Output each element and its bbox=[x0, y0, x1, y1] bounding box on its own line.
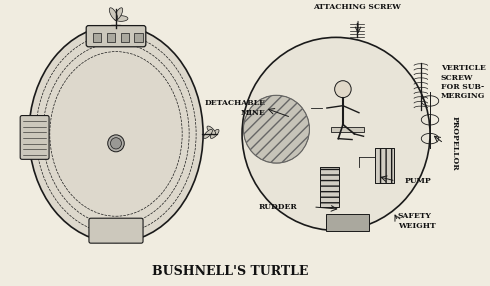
Bar bbox=[107, 33, 115, 42]
Ellipse shape bbox=[114, 16, 128, 21]
Text: VERTICLE
SCREW
FOR SUB-
MERGING: VERTICLE SCREW FOR SUB- MERGING bbox=[441, 64, 485, 100]
Circle shape bbox=[335, 81, 351, 98]
Text: ATTACHING SCREW: ATTACHING SCREW bbox=[313, 3, 401, 11]
Ellipse shape bbox=[210, 130, 219, 138]
Bar bbox=[320, 167, 339, 207]
Bar bbox=[121, 33, 129, 42]
Ellipse shape bbox=[109, 8, 118, 20]
Ellipse shape bbox=[114, 8, 122, 20]
Bar bbox=[93, 33, 101, 42]
Text: RUDDER: RUDDER bbox=[258, 203, 297, 211]
Text: PROPELLOR: PROPELLOR bbox=[451, 116, 459, 171]
Text: SAFETY
WEIGHT: SAFETY WEIGHT bbox=[398, 212, 436, 230]
Bar bbox=[375, 148, 394, 183]
Ellipse shape bbox=[204, 130, 212, 138]
Bar bbox=[331, 127, 364, 132]
FancyBboxPatch shape bbox=[20, 116, 49, 159]
Bar bbox=[320, 167, 339, 207]
Circle shape bbox=[242, 37, 430, 231]
Text: BUSHNELL'S TURTLE: BUSHNELL'S TURTLE bbox=[152, 265, 309, 278]
FancyBboxPatch shape bbox=[89, 218, 143, 243]
Ellipse shape bbox=[207, 126, 216, 135]
Ellipse shape bbox=[29, 25, 203, 242]
Circle shape bbox=[110, 138, 122, 149]
Bar bbox=[375, 148, 394, 183]
Text: PUMP: PUMP bbox=[405, 177, 432, 185]
FancyBboxPatch shape bbox=[86, 25, 146, 47]
Bar bbox=[134, 33, 143, 42]
Text: DETACHABLE
MINE: DETACHABLE MINE bbox=[204, 100, 265, 117]
Circle shape bbox=[244, 95, 310, 163]
Circle shape bbox=[108, 135, 124, 152]
FancyBboxPatch shape bbox=[326, 214, 369, 231]
